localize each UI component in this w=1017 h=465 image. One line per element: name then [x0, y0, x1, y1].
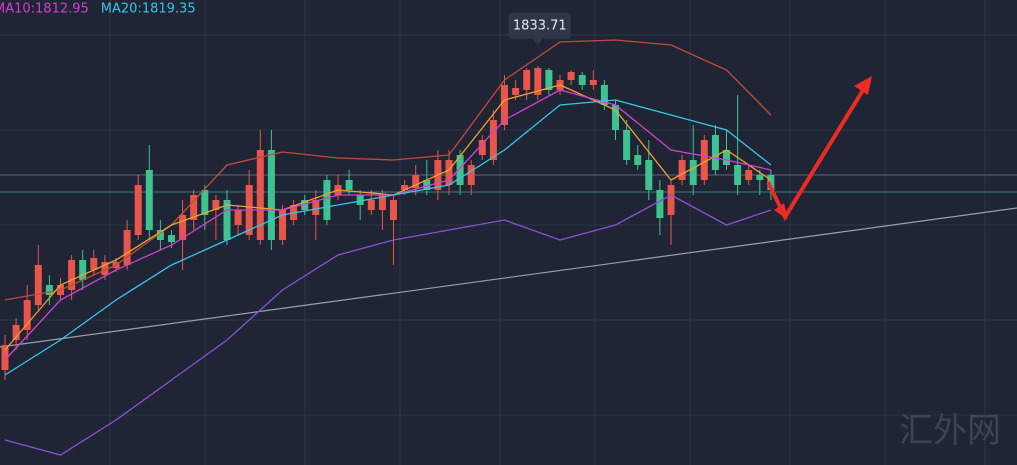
candle-body [223, 200, 231, 240]
candle-body [256, 150, 264, 240]
candle-body [367, 200, 375, 210]
candle-body [612, 105, 620, 130]
candle-body [190, 195, 198, 220]
candle-body [34, 265, 42, 305]
candle-body [378, 195, 386, 210]
candle-body [600, 85, 608, 105]
indicator-line [4, 39, 772, 301]
candle-body [79, 260, 87, 280]
candle-body [423, 180, 431, 190]
candle-body [700, 140, 708, 180]
candle-body [689, 160, 697, 185]
candle-body [767, 175, 775, 190]
candle-body [567, 72, 575, 80]
candle-body [301, 200, 309, 210]
candle-body [734, 165, 742, 185]
candle-body [167, 235, 175, 242]
candle-body [745, 170, 753, 180]
candle-body [323, 180, 331, 220]
candle-body [90, 258, 98, 270]
indicator-line [4, 99, 772, 376]
candle-body [711, 135, 719, 170]
candle-body [445, 160, 453, 185]
candle-body [68, 260, 76, 290]
arrow-head [774, 203, 788, 220]
candle-body [267, 150, 275, 240]
candle-body [45, 285, 53, 295]
candle-body [390, 200, 398, 220]
candle-body [634, 155, 642, 165]
candle-body [645, 160, 653, 190]
candle-body [179, 215, 187, 240]
candle-body [578, 75, 586, 85]
candle-body [678, 160, 686, 180]
candle-body [12, 325, 20, 340]
candle-body [756, 175, 764, 180]
trend-line [0, 207, 1017, 348]
candle-body [23, 300, 31, 330]
candle-body [656, 190, 664, 218]
arrow-head [854, 76, 872, 95]
candle-body [545, 70, 553, 90]
candle-body [356, 195, 364, 205]
tooltip-box [508, 12, 571, 39]
candle-body [312, 200, 320, 215]
candle-body [134, 185, 142, 235]
high-tooltip: 1833.71 [508, 12, 571, 45]
candle-body [523, 70, 531, 90]
candle-body [478, 140, 486, 155]
candle-body [623, 130, 631, 160]
watermark: 汇外网 [899, 411, 1001, 451]
legend-entry: MA10:1812.95 [0, 2, 89, 17]
candle-body [467, 165, 475, 185]
candle-body [234, 210, 242, 225]
candle-body [401, 185, 409, 190]
legend-entry: MA20:1819.35 [101, 2, 196, 17]
tooltip-pointer [532, 38, 543, 45]
candle-body [123, 230, 131, 265]
candle-body [723, 150, 731, 165]
candle-body [512, 88, 520, 95]
candle-body [212, 200, 220, 210]
tooltip-label: 1833.71 [513, 18, 567, 33]
candle-body [279, 210, 286, 240]
candle-body [534, 68, 542, 95]
candle-body [156, 230, 164, 240]
candle-body [345, 180, 353, 190]
candle-body [456, 155, 464, 185]
candle-body [489, 120, 497, 160]
candle-body [201, 190, 209, 215]
candle-body [145, 170, 153, 230]
candle-body [101, 262, 109, 275]
candle-body [501, 85, 509, 125]
plot [1, 39, 775, 456]
candle-body [589, 80, 597, 85]
candle-body [667, 185, 675, 215]
candle-body [412, 175, 420, 188]
indicator-line [4, 194, 772, 456]
candle-body [1, 345, 9, 370]
